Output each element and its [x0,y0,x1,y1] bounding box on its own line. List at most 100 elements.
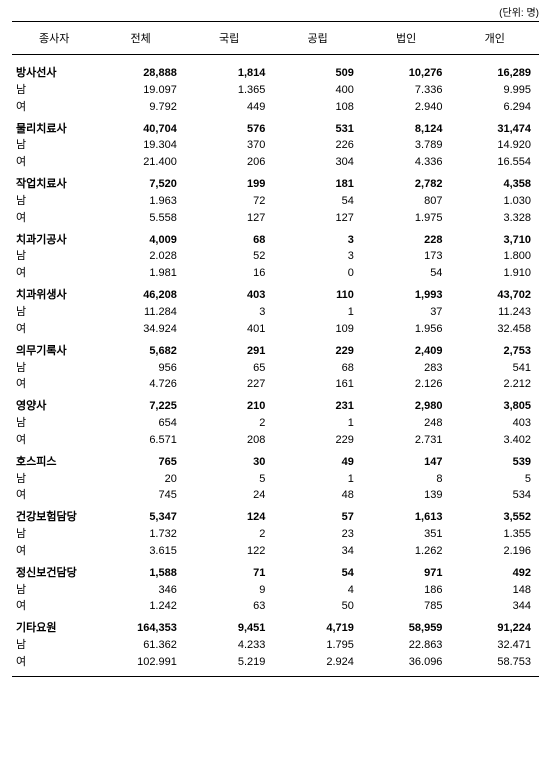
cell-value: 5,682 [96,343,185,360]
cell-value: 36.096 [362,654,451,671]
cell-value: 16,289 [450,65,539,82]
cell-value: 7,225 [96,398,185,415]
cell-value: 52 [185,248,274,265]
cell-value: 1.365 [185,82,274,99]
group-total-row: 기타요원164,3539,4514,71958,95991,224 [12,620,539,637]
row-sublabel: 여 [12,376,96,393]
cell-value: 351 [362,526,451,543]
cell-value: 181 [273,176,362,193]
cell-value: 127 [273,210,362,227]
cell-value: 1,613 [362,509,451,526]
cell-value: 576 [185,121,274,138]
cell-value: 2,980 [362,398,451,415]
cell-value: 1,814 [185,65,274,82]
cell-value: 2.731 [362,432,451,449]
cell-value: 401 [185,321,274,338]
row-sublabel: 여 [12,210,96,227]
cell-value: 8 [362,471,451,488]
cell-value: 4,358 [450,176,539,193]
cell-value: 1.956 [362,321,451,338]
row-label: 기타요원 [12,620,96,637]
cell-value: 0 [273,265,362,282]
cell-value: 509 [273,65,362,82]
cell-value: 7.336 [362,82,451,99]
col-header-corp: 법인 [362,22,451,55]
cell-value: 539 [450,454,539,471]
row-sublabel: 남 [12,471,96,488]
cell-value: 283 [362,360,451,377]
cell-value: 46,208 [96,287,185,304]
cell-value: 403 [185,287,274,304]
cell-value: 3.328 [450,210,539,227]
cell-value: 5.219 [185,654,274,671]
cell-value: 1 [273,304,362,321]
cell-value: 147 [362,454,451,471]
cell-value: 9.792 [96,99,185,116]
cell-value: 1.732 [96,526,185,543]
cell-value: 11.243 [450,304,539,321]
cell-value: 3 [273,248,362,265]
cell-value: 229 [273,343,362,360]
row-sublabel: 여 [12,265,96,282]
cell-value: 109 [273,321,362,338]
group-sub-row: 여34.9244011091.95632.458 [12,321,539,338]
cell-value: 30 [185,454,274,471]
row-label: 치과위생사 [12,287,96,304]
cell-value: 4,719 [273,620,362,637]
cell-value: 4.726 [96,376,185,393]
cell-value: 1.975 [362,210,451,227]
group-sub-row: 여102.9915.2192.92436.09658.753 [12,654,539,671]
cell-value: 58.753 [450,654,539,671]
cell-value: 2.940 [362,99,451,116]
cell-value: 139 [362,487,451,504]
group-total-row: 정신보건담당1,5887154971492 [12,565,539,582]
cell-value: 34.924 [96,321,185,338]
cell-value: 956 [96,360,185,377]
cell-value: 5.558 [96,210,185,227]
cell-value: 1.242 [96,598,185,615]
row-sublabel: 여 [12,654,96,671]
cell-value: 19.097 [96,82,185,99]
cell-value: 50 [273,598,362,615]
cell-value: 6.571 [96,432,185,449]
cell-value: 1 [273,415,362,432]
cell-value: 122 [185,543,274,560]
cell-value: 68 [273,360,362,377]
row-label: 물리치료사 [12,121,96,138]
cell-value: 63 [185,598,274,615]
cell-value: 186 [362,582,451,599]
cell-value: 3.789 [362,137,451,154]
cell-value: 68 [185,232,274,249]
cell-value: 28,888 [96,65,185,82]
row-label: 영양사 [12,398,96,415]
cell-value: 5 [185,471,274,488]
row-sublabel: 여 [12,598,96,615]
cell-value: 971 [362,565,451,582]
row-sublabel: 남 [12,582,96,599]
cell-value: 208 [185,432,274,449]
cell-value: 1.800 [450,248,539,265]
row-sublabel: 여 [12,99,96,116]
row-sublabel: 여 [12,487,96,504]
cell-value: 102.991 [96,654,185,671]
cell-value: 2.126 [362,376,451,393]
group-sub-row: 남11.284313711.243 [12,304,539,321]
cell-value: 344 [450,598,539,615]
cell-value: 492 [450,565,539,582]
cell-value: 248 [362,415,451,432]
row-sublabel: 여 [12,432,96,449]
cell-value: 57 [273,509,362,526]
group-total-row: 방사선사28,8881,81450910,27616,289 [12,65,539,82]
cell-value: 1.981 [96,265,185,282]
cell-value: 54 [362,265,451,282]
unit-label: (단위: 명) [12,0,539,21]
cell-value: 2.924 [273,654,362,671]
group-sub-row: 남9566568283541 [12,360,539,377]
cell-value: 32.471 [450,637,539,654]
cell-value: 24 [185,487,274,504]
cell-value: 48 [273,487,362,504]
cell-value: 3 [273,232,362,249]
group-total-row: 물리치료사40,7045765318,12431,474 [12,121,539,138]
cell-value: 346 [96,582,185,599]
row-label: 작업치료사 [12,176,96,193]
